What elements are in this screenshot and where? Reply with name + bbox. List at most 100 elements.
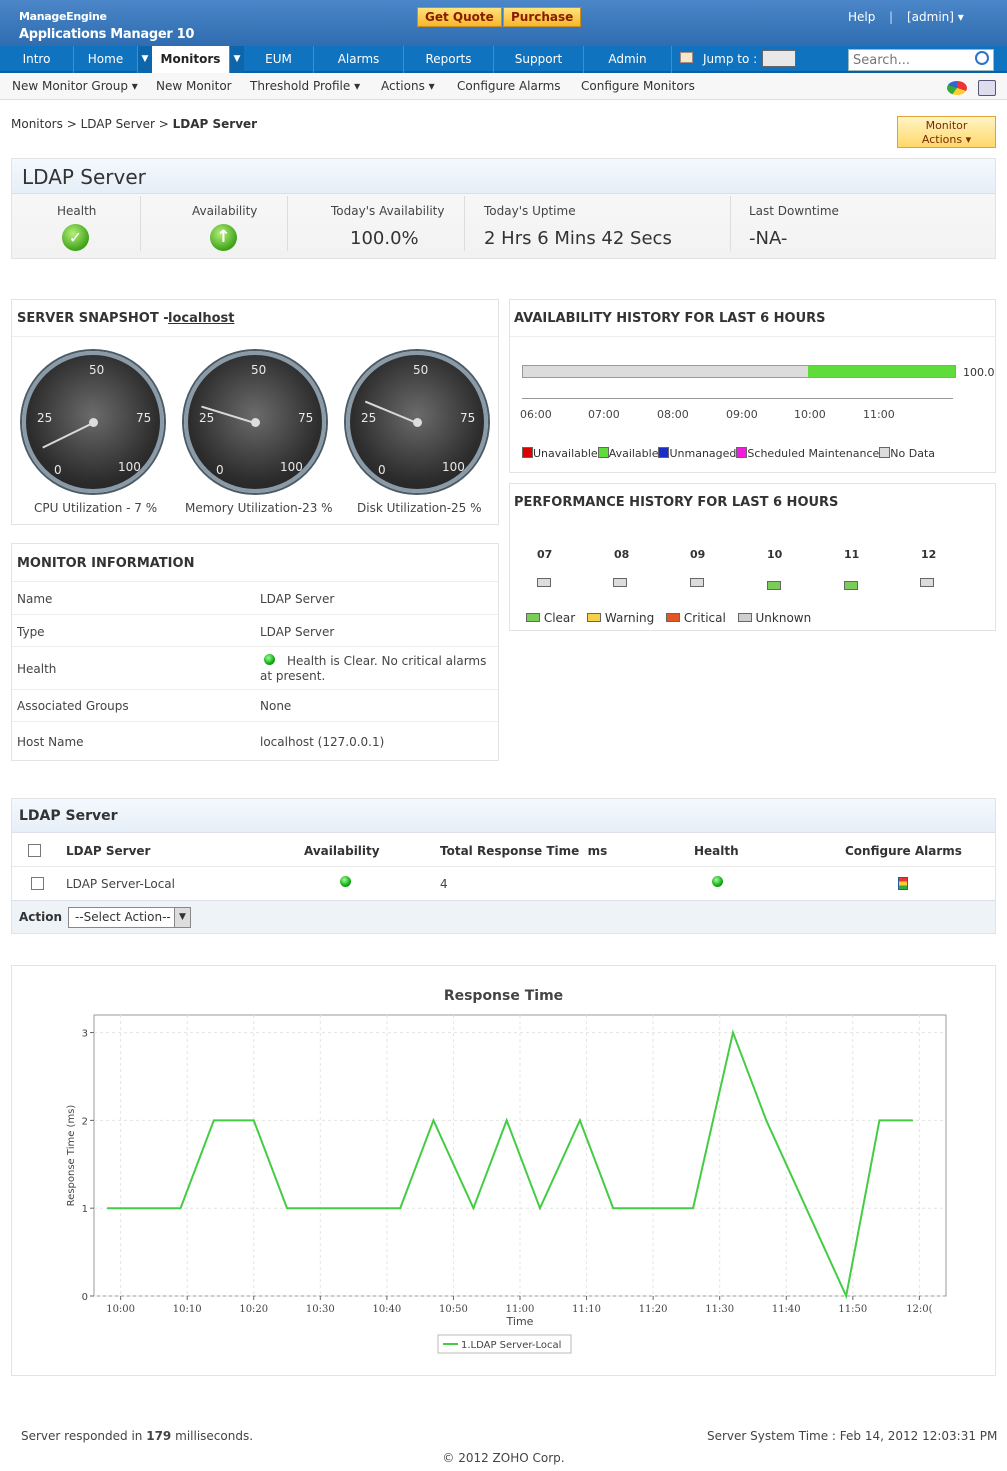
jump-to-selector-icon[interactable] [762,50,796,67]
col-header-response-time[interactable]: Total Response Time ms [440,844,608,858]
col-header-name[interactable]: LDAP Server [66,844,151,858]
gauge-hub [413,418,422,427]
x-tick-label: 10:00 [106,1304,135,1315]
configure-monitors-link[interactable]: Configure Monitors [581,79,695,93]
legend-swatch-unmanaged [658,447,670,458]
perf-status-cell[interactable] [690,578,704,587]
availability-bar[interactable] [522,365,956,378]
x-tick-label: 10:20 [239,1304,268,1315]
color-theme-icon[interactable] [947,81,967,95]
info-value-host: localhost (127.0.0.1) [260,735,385,749]
gauge-tick: 0 [216,463,224,477]
availability-up-icon[interactable] [340,876,351,887]
search-icon[interactable] [975,51,989,65]
nav-tab-support[interactable]: Support [494,46,584,73]
health-clear-icon[interactable] [712,876,723,887]
action-select[interactable]: --Select Action-- ▼ [68,907,191,928]
time-tick: 11:00 [863,408,895,421]
legend-critical: Critical [683,611,726,625]
new-monitor-link[interactable]: New Monitor [156,79,232,93]
x-tick-label: 11:00 [506,1304,535,1315]
perf-status-cell[interactable] [767,581,781,590]
search-input[interactable] [848,49,994,71]
nav-tab-intro[interactable]: Intro [0,46,74,73]
perf-hour: 10 [767,548,783,561]
select-all-checkbox[interactable] [28,844,41,857]
nav-tab-reports[interactable]: Reports [404,46,494,73]
brand-logo-product[interactable]: Applications Manager 10 [19,27,195,42]
page-title: LDAP Server [22,165,146,189]
monitors-dropdown-icon[interactable]: ▼ [230,46,244,73]
perf-status-cell[interactable] [920,578,934,587]
x-tick-label: 11:40 [772,1304,801,1315]
print-icon[interactable] [978,80,996,96]
breadcrumb-current: LDAP Server [172,117,258,131]
monitor-actions-button[interactable]: Monitor Actions ▾ [897,116,996,148]
get-quote-button[interactable]: Get Quote [417,7,502,27]
nav-tab-admin[interactable]: Admin [584,46,672,73]
legend-box [437,1334,572,1354]
ldap-row-name-link[interactable]: LDAP Server-Local [66,877,175,891]
series-data-point [472,1207,474,1209]
legend-no-data: No Data [890,447,936,460]
availability-label: Availability [192,204,258,218]
ldap-table-title: LDAP Server [19,808,118,824]
availability-legend: Unavailable Available Unmanaged Scheduled M… [522,447,935,460]
x-axis-label: Time [506,1315,534,1328]
series-data-point [765,1119,767,1121]
col-header-availability[interactable]: Availability [304,844,380,858]
nav-tab-home[interactable]: Home [74,46,138,73]
configure-alarm-icon[interactable] [898,877,908,890]
configure-alarms-link[interactable]: Configure Alarms [457,79,561,93]
user-menu[interactable]: [admin] ▾ [907,10,964,24]
actions-menu[interactable]: Actions ▾ [381,79,435,93]
gauge-tick: 100 [118,460,141,474]
snapshot-host-link[interactable]: localhost [168,311,235,326]
help-link[interactable]: Help [848,10,876,24]
legend-warning: Warning [604,611,655,625]
gauge-tick: 75 [136,411,152,425]
brand-logo-top[interactable]: ManageEngine [19,10,107,23]
monitor-information-title: MONITOR INFORMATION [17,556,195,571]
series-data-point [253,1119,255,1121]
nav-tab-alarms[interactable]: Alarms [314,46,404,73]
perf-status-cell[interactable] [844,581,858,590]
gauge-tick: 75 [298,411,314,425]
gauge-tick: 50 [251,363,267,377]
gauge-tick: 100 [442,460,465,474]
info-value-health: Health is Clear. No critical alarms [287,654,487,668]
memory-utilization-caption[interactable]: Memory Utilization-23 % [185,501,333,515]
row-divider [12,646,498,647]
disk-gauge: 0 25 50 75 100 [346,351,488,493]
perf-status-cell[interactable] [613,578,627,587]
breadcrumb-monitors[interactable]: Monitors [11,117,63,131]
threshold-profile-menu[interactable]: Threshold Profile ▾ [250,79,361,93]
server-snapshot-title: SERVER SNAPSHOT - [17,311,169,326]
row-checkbox[interactable] [31,877,44,890]
series-data-point [106,1207,108,1209]
y-tick-label: 3 [82,1029,88,1040]
panel-divider [12,581,498,582]
perf-status-cell[interactable] [537,578,551,587]
cpu-utilization-caption[interactable]: CPU Utilization - 7 % [34,501,158,515]
home-dropdown-icon[interactable]: ▼ [138,46,152,73]
disk-utilization-caption[interactable]: Disk Utilization-25 % [357,501,482,515]
nav-tab-monitors[interactable]: Monitors [152,46,230,73]
row-divider [12,614,498,615]
legend-swatch-clear [526,613,540,622]
summary-divider [287,196,288,251]
breadcrumb: Monitors > LDAP Server > LDAP Server [11,117,257,131]
new-monitor-group-menu[interactable]: New Monitor Group ▾ [12,79,138,93]
performance-history-panel [509,483,996,631]
x-tick-label: 10:40 [372,1304,401,1315]
x-tick-label: 11:30 [705,1304,734,1315]
nav-tab-eum[interactable]: EUM [244,46,314,73]
action-label: Action [19,910,63,924]
legend-swatch-maintenance [736,447,748,458]
col-header-health[interactable]: Health [694,844,739,858]
purchase-button[interactable]: Purchase [503,7,582,27]
availability-bar-value: 100.0 [963,366,995,379]
ldap-table-header [12,799,995,833]
chevron-down-icon[interactable]: ▼ [174,908,190,927]
breadcrumb-ldap-server[interactable]: LDAP Server [80,117,155,131]
